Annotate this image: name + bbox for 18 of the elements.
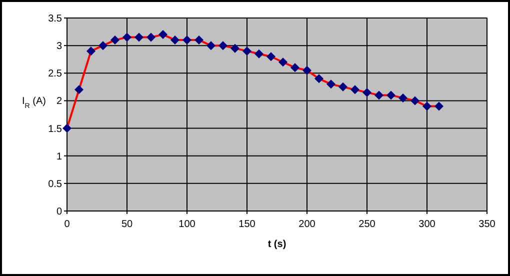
x-tick-label: 300 bbox=[418, 219, 436, 230]
y-axis-title: I$_{R}$ (A) bbox=[22, 96, 46, 110]
x-tick-label: 200 bbox=[298, 219, 316, 230]
x-axis-title: t (s) bbox=[268, 239, 286, 250]
y-tick-label: 0.5 bbox=[48, 178, 62, 190]
x-tick-label: 150 bbox=[238, 219, 256, 230]
y-tick-label: 3 bbox=[56, 41, 62, 52]
x-tick-label: 350 bbox=[478, 219, 496, 230]
y-tick-label: 1.5 bbox=[48, 124, 62, 135]
x-tick-label: 250 bbox=[358, 219, 376, 230]
y-tick-label: 2.5 bbox=[48, 68, 62, 80]
x-tick-label: 50 bbox=[121, 219, 133, 230]
y-tick-label: 3.5 bbox=[48, 14, 62, 24]
x-tick-label: 0 bbox=[64, 219, 70, 230]
y-tick-label: 2 bbox=[56, 96, 62, 108]
y-tick-label: 1 bbox=[56, 151, 62, 162]
x-tick-label: 100 bbox=[178, 219, 196, 230]
y-tick-label: 0 bbox=[56, 206, 62, 218]
